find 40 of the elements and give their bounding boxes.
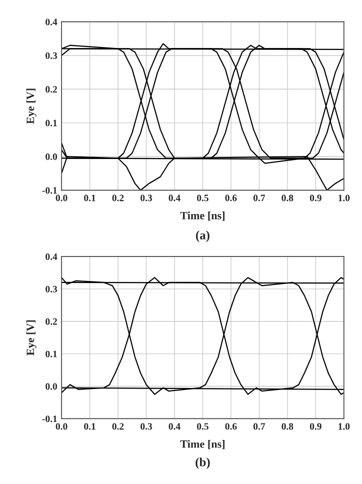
x-tick-label: 0.2 xyxy=(112,194,124,202)
x-tick-label: 0.1 xyxy=(84,423,96,430)
y-tick-label: 0.3 xyxy=(46,286,58,292)
y-tick-label: -0.1 xyxy=(42,416,57,422)
y-tick-label: 0.0 xyxy=(46,153,58,160)
y-tick-label: 0.0 xyxy=(46,383,58,390)
y-axis-title: Eye [V] xyxy=(26,320,36,356)
y-tick-label: 0.3 xyxy=(46,52,58,59)
x-tick-label: 0.2 xyxy=(112,423,124,430)
x-tick-label: 0.5 xyxy=(197,423,208,430)
x-tick-label: 0.3 xyxy=(140,194,152,202)
x-tick-label: 0.0 xyxy=(56,423,68,430)
x-tick-label: 0.6 xyxy=(225,423,237,430)
x-tick-label: 0.8 xyxy=(282,194,294,202)
x-tick-label: 0.7 xyxy=(253,423,266,430)
y-tick-label: 0.4 xyxy=(46,18,58,26)
y-tick-label: -0.1 xyxy=(42,187,57,194)
x-tick-label: 0.4 xyxy=(168,194,180,202)
x-tick-label: 0.1 xyxy=(84,194,96,202)
x-tick-label: 0.3 xyxy=(140,423,152,430)
x-tick-label: 0.0 xyxy=(56,194,68,202)
x-tick-label: 0.6 xyxy=(225,194,237,202)
x-tick-label: 0.9 xyxy=(310,423,322,430)
text: (b) xyxy=(196,458,210,469)
x-tick-label: 0.4 xyxy=(168,423,180,430)
x-tick-label: 0.8 xyxy=(282,423,294,430)
x-tick-label: 0.7 xyxy=(253,194,266,202)
y-tick-label: 0.2 xyxy=(46,318,57,325)
y-tick-label: 0.2 xyxy=(46,86,57,93)
x-tick-label: 1.0 xyxy=(338,194,350,202)
x-axis-title: Time [ns] xyxy=(180,212,224,221)
x-tick-label: 0.9 xyxy=(310,194,322,202)
x-tick-label: 1.0 xyxy=(338,423,350,430)
x-tick-label: 0.5 xyxy=(197,194,208,202)
y-axis-title: Eye [V] xyxy=(26,88,36,124)
y-tick-label: 0.1 xyxy=(46,120,57,126)
y-tick-label: 0.4 xyxy=(46,253,58,260)
x-axis-title: Time [ns] xyxy=(180,440,224,450)
y-tick-label: 0.1 xyxy=(46,350,57,358)
text: (a) xyxy=(196,230,210,242)
